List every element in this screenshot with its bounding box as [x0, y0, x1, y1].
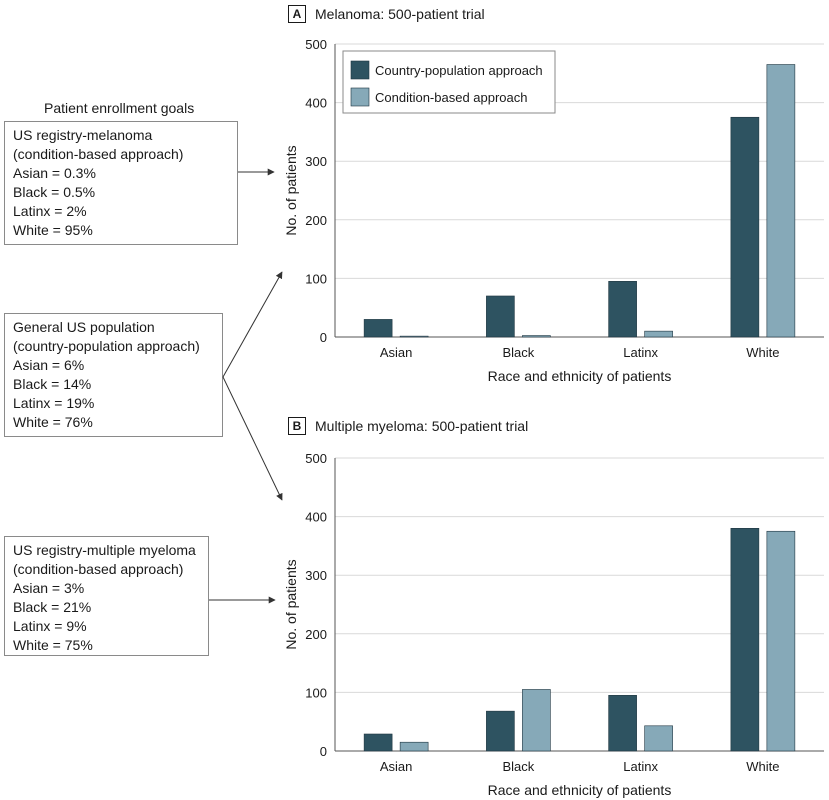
panel-a-title-text: Melanoma: 500-patient trial	[315, 6, 485, 22]
x-tick-label: Black	[502, 345, 534, 360]
box-line: Asian = 0.3%	[13, 165, 96, 181]
legend-swatch	[350, 87, 370, 107]
bar-white-series-1	[730, 528, 760, 752]
legend-label: Condition-based approach	[375, 90, 528, 105]
box-line: General US population	[13, 319, 155, 335]
enrollment-goals-header: Patient enrollment goals	[44, 100, 195, 116]
box-line: Latinx = 19%	[13, 395, 95, 411]
melanoma-registry-box: US registry-melanoma (condition-based ap…	[4, 121, 238, 245]
bar-black-series-1	[486, 710, 515, 752]
panel-b-title-text: Multiple myeloma: 500-patient trial	[315, 418, 529, 434]
x-axis-label: Race and ethnicity of patients	[488, 782, 672, 798]
panel-b-title: B Multiple myeloma: 500-patient trial	[288, 417, 528, 435]
y-tick-label: 500	[305, 451, 327, 466]
bar-asian-series-2	[399, 741, 429, 752]
panel-b-letter: B	[288, 417, 306, 435]
y-tick-label: 100	[305, 271, 327, 286]
x-tick-label: Latinx	[623, 759, 658, 774]
bar-latinx-series-2	[644, 330, 673, 338]
y-tick-label: 200	[305, 213, 327, 228]
myeloma-registry-box: US registry-multiple myeloma (condition-…	[4, 536, 209, 656]
legend-label: Country-population approach	[375, 63, 543, 78]
panel-a-letter: A	[288, 5, 306, 23]
y-tick-label: 200	[305, 627, 327, 642]
bar-black-series-2	[522, 689, 551, 752]
connector-arrow	[222, 376, 283, 501]
x-axis-label: Race and ethnicity of patients	[488, 368, 672, 384]
bar-asian-series-2	[399, 335, 429, 338]
box-line: US registry-melanoma	[13, 127, 153, 143]
y-tick-label: 500	[305, 37, 327, 52]
legend-box	[342, 50, 556, 114]
y-tick-label: 400	[305, 510, 327, 525]
box-line: Asian = 6%	[13, 357, 85, 373]
bar-white-series-2	[766, 64, 796, 338]
box-line: (country-population approach)	[13, 338, 200, 354]
box-line: Black = 0.5%	[13, 184, 96, 200]
box-line: White = 76%	[13, 414, 93, 430]
bar-asian-series-1	[363, 733, 393, 752]
connector-arrow	[222, 271, 283, 378]
legend-swatch	[350, 60, 370, 80]
x-tick-label: Asian	[380, 345, 413, 360]
y-axis-label: No. of patients	[283, 145, 299, 235]
x-tick-label: Asian	[380, 759, 413, 774]
general-population-box: General US population (country-populatio…	[4, 313, 223, 437]
x-tick-label: White	[746, 345, 779, 360]
bar-black-series-1	[486, 295, 515, 338]
box-line: (condition-based approach)	[13, 146, 184, 162]
x-tick-label: Black	[502, 759, 534, 774]
panel-a-title: A Melanoma: 500-patient trial	[288, 5, 485, 23]
y-axis-label: No. of patients	[283, 559, 299, 649]
y-tick-label: 300	[305, 154, 327, 169]
y-tick-label: 300	[305, 568, 327, 583]
y-tick-label: 0	[320, 744, 327, 759]
x-tick-label: White	[746, 759, 779, 774]
connector-arrows	[209, 168, 283, 604]
bar-white-series-1	[730, 116, 760, 338]
bar-black-series-2	[522, 335, 551, 338]
chart-a: 0 100 200 300 400 500 Asian Black Latinx White Rac…	[283, 37, 824, 384]
box-line: Latinx = 9%	[13, 618, 87, 634]
bar-white-series-2	[766, 530, 796, 752]
y-tick-label: 100	[305, 685, 327, 700]
box-line: Black = 14%	[13, 376, 92, 392]
box-line: White = 75%	[13, 637, 93, 653]
bar-latinx-series-2	[644, 725, 673, 752]
box-line: Asian = 3%	[13, 580, 85, 596]
box-line: White = 95%	[13, 222, 93, 238]
y-tick-label: 400	[305, 96, 327, 111]
chart-b: 0 100 200 300 400 500 Asian Black Latinx White Rac…	[283, 451, 824, 798]
y-tick-label: 0	[320, 330, 327, 345]
bar-latinx-series-1	[608, 695, 637, 752]
box-line: US registry-multiple myeloma	[13, 542, 196, 558]
box-line: (condition-based approach)	[13, 561, 184, 577]
box-line: Latinx = 2%	[13, 203, 87, 219]
bar-asian-series-1	[363, 319, 393, 338]
box-line: Black = 21%	[13, 599, 92, 615]
bar-latinx-series-1	[608, 281, 637, 338]
x-tick-label: Latinx	[623, 345, 658, 360]
